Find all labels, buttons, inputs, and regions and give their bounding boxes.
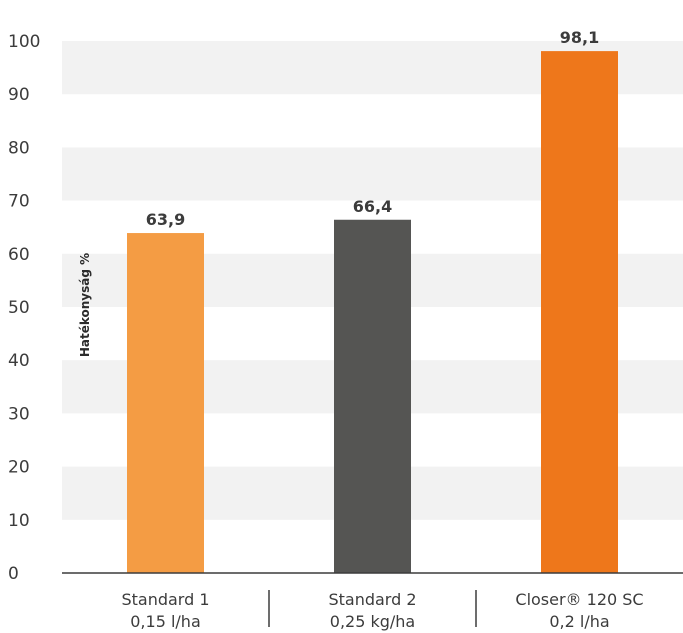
- bar-value-label: 98,1: [560, 28, 599, 47]
- y-tick-label: 40: [8, 351, 30, 371]
- y-tick-label: 60: [8, 245, 30, 265]
- bar: [541, 51, 618, 573]
- bar: [127, 233, 204, 573]
- bar: [334, 219, 411, 573]
- y-tick-label: 70: [8, 192, 30, 212]
- y-tick-label: 50: [8, 298, 30, 318]
- y-tick-label: 100: [8, 32, 40, 52]
- x-category-label: Standard 1: [121, 590, 209, 609]
- y-tick-label: 80: [8, 138, 30, 158]
- y-tick-label: 30: [8, 404, 30, 424]
- y-axis-ticks: 0 10 20 30 40 50 60 70 80 90 100: [8, 32, 40, 584]
- bars: 63,9 66,4 98,1: [127, 28, 618, 573]
- category-labels: Standard 1 0,15 l/ha Standard 2 0,25 kg/ha C…: [121, 590, 644, 631]
- y-tick-label: 10: [8, 511, 30, 531]
- y-tick-label: 0: [8, 564, 19, 584]
- y-axis-label: Hatékonyság %: [78, 253, 92, 357]
- bar-value-label: 63,9: [146, 210, 185, 229]
- x-category-sublabel: 0,25 kg/ha: [330, 612, 415, 631]
- x-category-label: Closer® 120 SC: [515, 590, 643, 609]
- x-category-label: Standard 2: [328, 590, 416, 609]
- x-category-sublabel: 0,2 l/ha: [549, 612, 609, 631]
- y-tick-label: 20: [8, 458, 30, 478]
- x-category-sublabel: 0,15 l/ha: [130, 612, 201, 631]
- y-tick-label: 90: [8, 85, 30, 105]
- bar-value-label: 66,4: [353, 197, 392, 216]
